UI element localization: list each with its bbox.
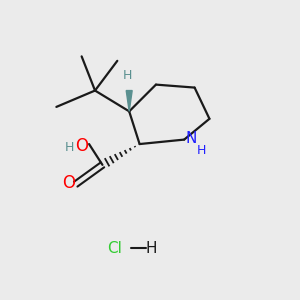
Text: N: N: [185, 130, 196, 146]
Text: O: O: [75, 136, 88, 154]
Text: O: O: [62, 174, 75, 192]
Polygon shape: [126, 91, 132, 111]
Text: Cl: Cl: [107, 241, 122, 256]
Text: H: H: [146, 241, 157, 256]
Text: H: H: [123, 69, 132, 82]
Text: H: H: [197, 144, 206, 158]
Text: H: H: [65, 140, 74, 154]
